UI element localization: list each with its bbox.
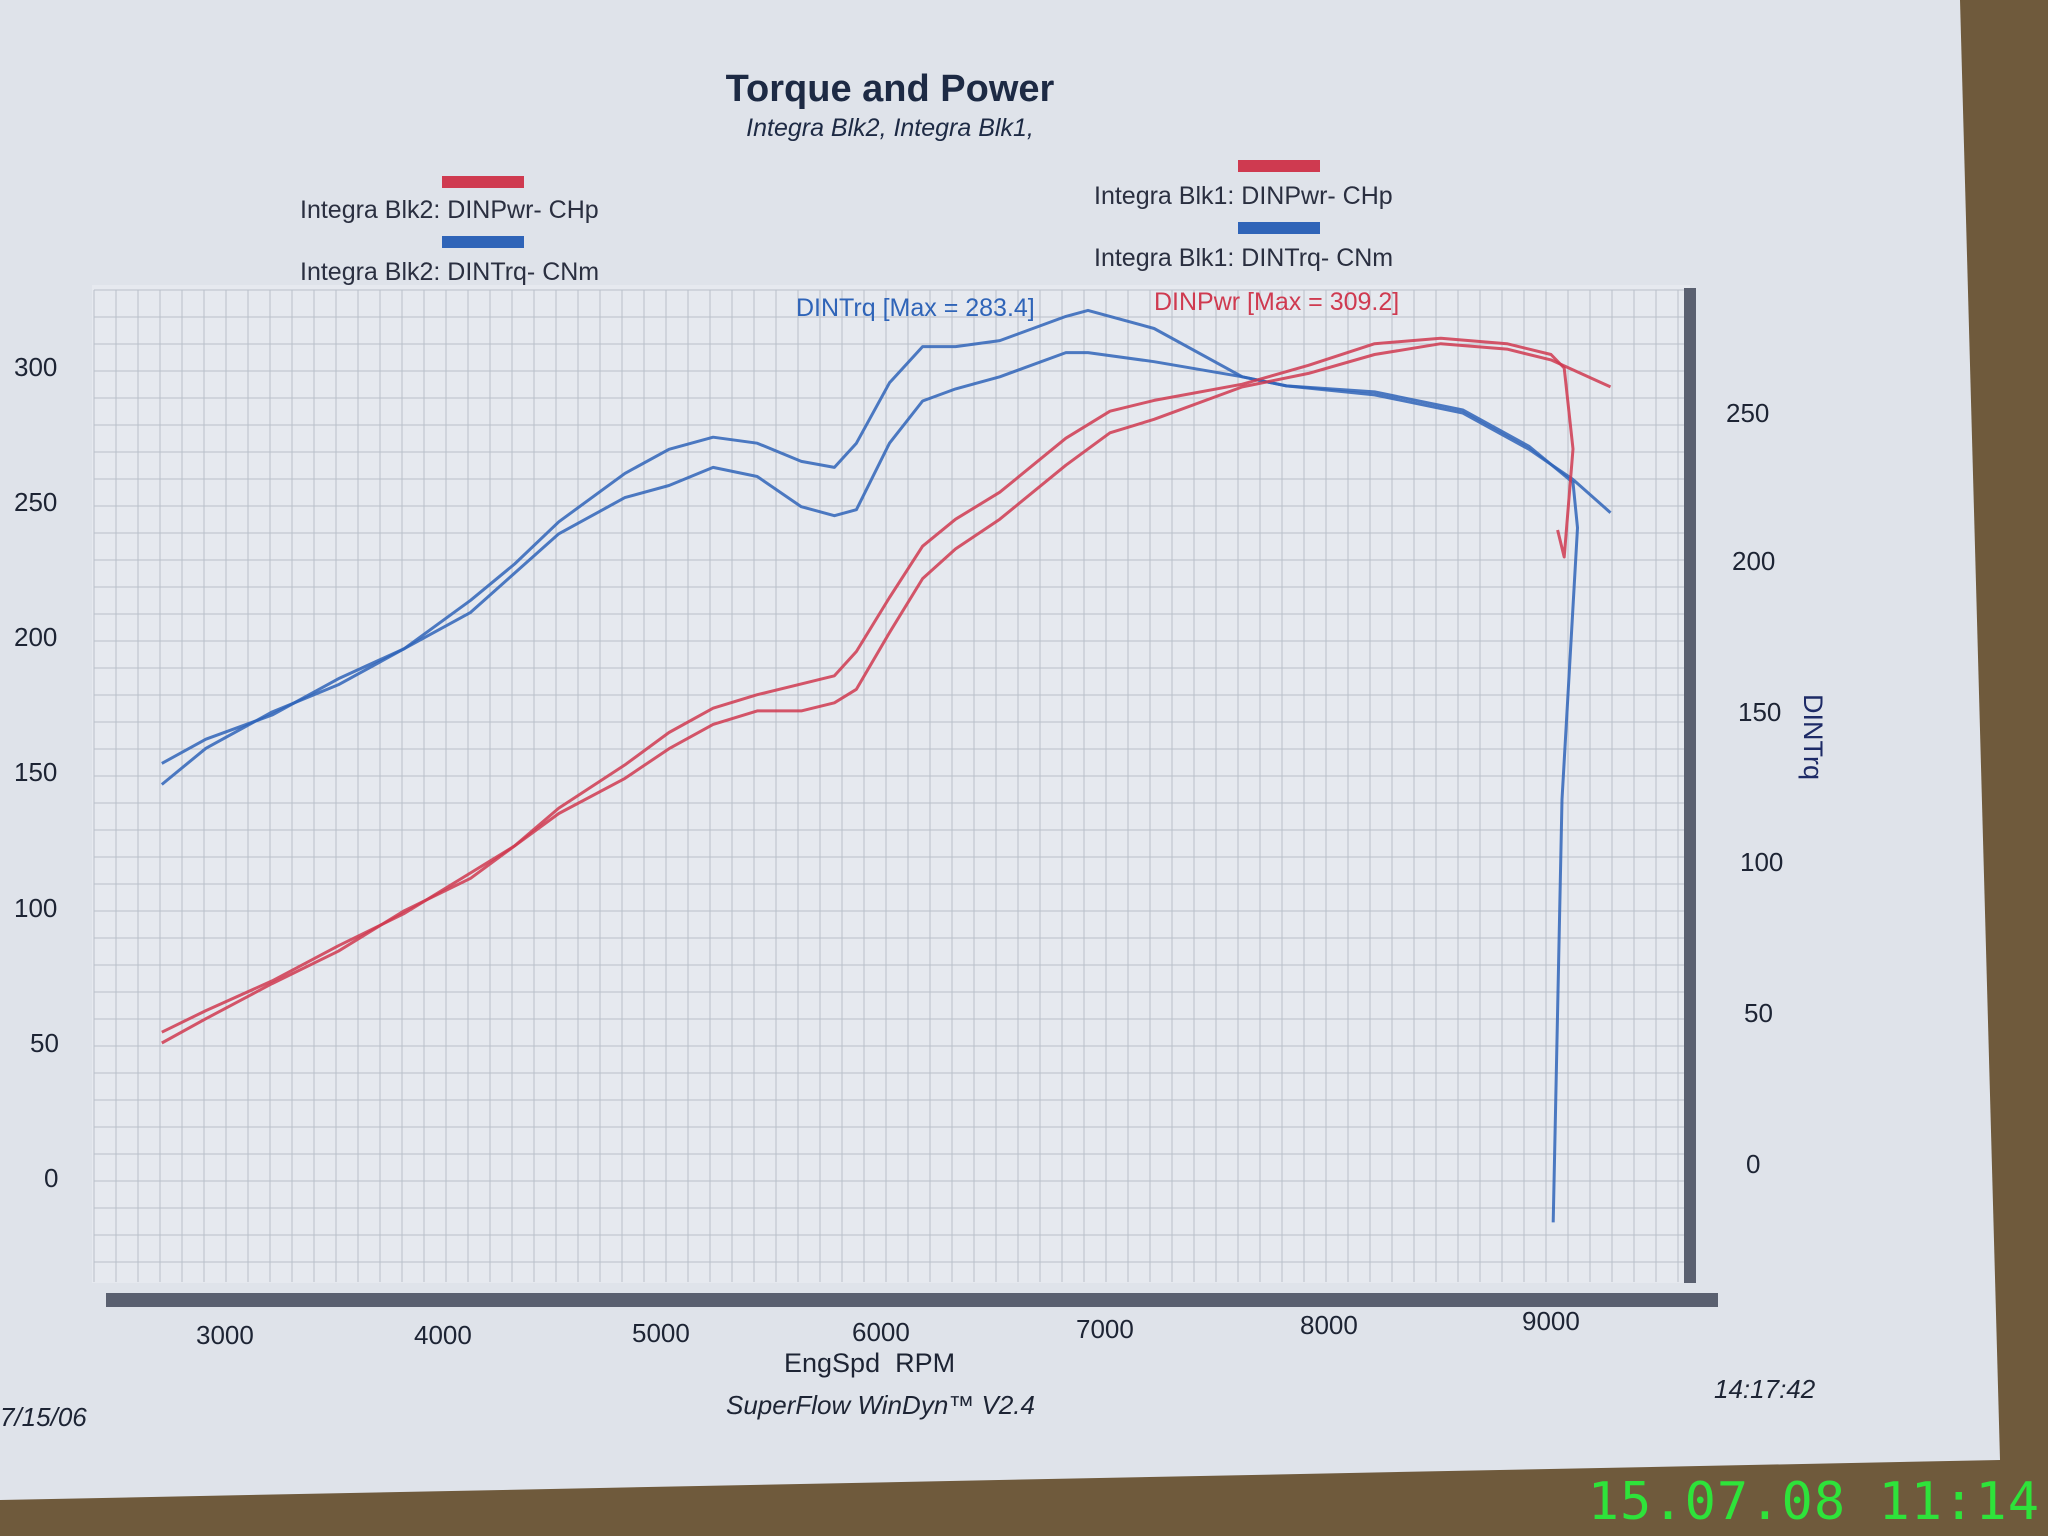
y-right-tick: 0: [1746, 1149, 1761, 1179]
x-tick: 6000: [852, 1317, 910, 1347]
x-axis-label: EngSpd RPM: [784, 1348, 956, 1378]
y-right-tick: 50: [1744, 998, 1773, 1028]
x-tick: 9000: [1522, 1306, 1580, 1336]
legend-label-blk2-pwr: Integra Blk2: DINPwr- CHp: [300, 196, 599, 224]
y-left-tick: 250: [14, 487, 58, 517]
power-max-annotation: DINPwr [Max = 309.2]: [1154, 288, 1400, 316]
series-line-2: [160, 351, 1612, 786]
grid: [93, 289, 1684, 1282]
x-tick: 3000: [196, 1320, 254, 1350]
x-tick: 4000: [414, 1320, 472, 1350]
torque-max-annotation: DINTrq [Max = 283.4]: [796, 294, 1035, 322]
series-layer: [160, 308, 1612, 1223]
legend-label-blk2-trq: Integra Blk2: DINTrq- CNm: [300, 258, 600, 286]
chart-subtitle: Integra Blk2, Integra Blk1,: [746, 114, 1034, 142]
series-line-1: [161, 308, 1579, 1223]
y-right-tick: 150: [1738, 697, 1782, 727]
x-tick: 8000: [1300, 1310, 1358, 1340]
y-left-tick: 0: [44, 1163, 59, 1193]
legend-swatch-blk1-trq: [1238, 222, 1320, 234]
legend-swatch-blk2-pwr: [442, 176, 524, 188]
legend-label-blk1-pwr: Integra Blk1: DINPwr- CHp: [1094, 182, 1393, 210]
y-left-tick: 100: [14, 893, 58, 923]
y-left-tick: 200: [14, 622, 58, 652]
legend-swatch-blk1-pwr: [1238, 160, 1320, 172]
y-right-tick: 100: [1740, 847, 1784, 877]
y-right-axis-label: DINTrq: [1798, 694, 1828, 780]
legend-label-blk1-trq: Integra Blk1: DINTrq- CNm: [1094, 244, 1394, 272]
x-tick: 5000: [632, 1318, 690, 1348]
chart-title: Torque and Power: [725, 68, 1055, 110]
y-left-tick: 150: [14, 757, 58, 787]
legend-swatch-blk2-trq: [442, 236, 524, 248]
x-tick: 7000: [1076, 1314, 1134, 1344]
y-left-tick: 50: [30, 1028, 59, 1058]
footer-date: 7/15/06: [0, 1402, 87, 1432]
y-right-tick: 250: [1726, 398, 1770, 428]
camera-timestamp: 15.07.08 11:14: [1587, 1472, 2040, 1532]
footer-time: 14:17:42: [1714, 1374, 1816, 1404]
y-left-tick: 300: [14, 352, 58, 382]
y-right-tick: 200: [1732, 546, 1776, 576]
footer-software: SuperFlow WinDyn™ V2.4: [726, 1390, 1035, 1420]
series-line-4: [161, 342, 1612, 1045]
series-line-3: [161, 336, 1575, 1034]
